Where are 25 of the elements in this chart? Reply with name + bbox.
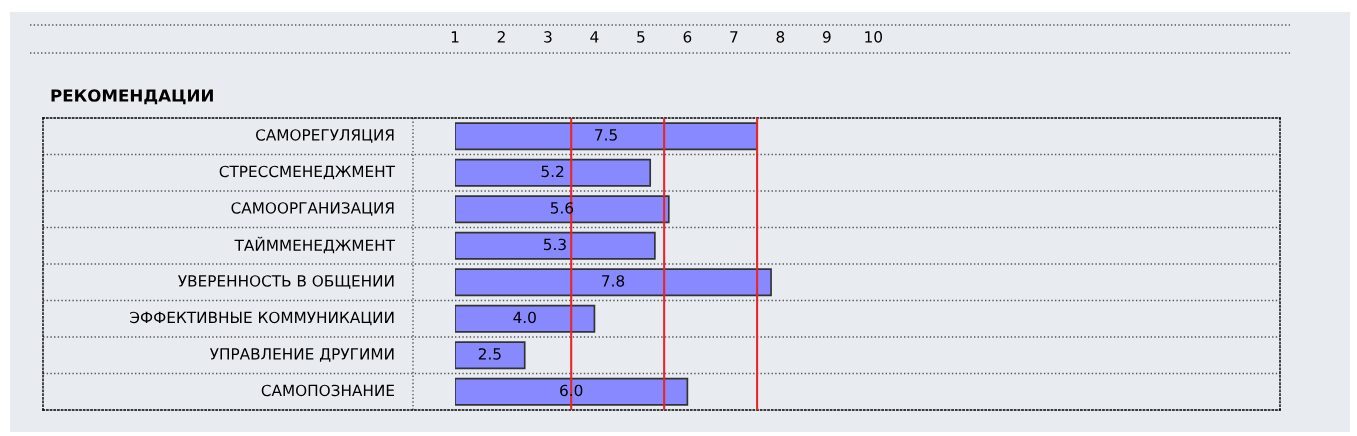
- y-tick-label: УВЕРЕННОСТЬ В ОБЩЕНИИ: [178, 275, 394, 289]
- y-tick-label: ТАЙММЕНЕДЖМЕНТ: [234, 236, 396, 254]
- x-tick-label: 9: [822, 31, 831, 43]
- data-label: 2.5: [478, 348, 501, 360]
- y-tick-label: ЭФФЕКТИВНЫЕ КОММУНИКАЦИИ: [130, 311, 394, 326]
- y-tick-label: САМОПОЗНАНИЕ: [261, 384, 395, 397]
- text: РЕКОМЕНДАЦИИ: [51, 89, 213, 105]
- data-label: 7.5: [595, 129, 617, 141]
- x-tick-label: 5: [637, 31, 645, 43]
- y-tick-label: САМООРГАНИЗАЦИЯ: [231, 202, 394, 216]
- x-tick-label: 2: [497, 31, 505, 43]
- data-label: 5.3: [543, 238, 566, 251]
- y-tick-label: УПРАВЛЕНИЕ ДРУГИМИ: [209, 348, 394, 362]
- x-tick-label: 1: [451, 31, 459, 43]
- x-tick-label: 7: [730, 31, 738, 43]
- x-tick-label: 10: [865, 31, 883, 43]
- y-tick-label: СТРЕССМЕНЕДЖМЕНТ: [219, 165, 396, 180]
- data-label: 4.0: [513, 311, 536, 324]
- x-tick-label: 6: [683, 31, 692, 43]
- x-tick-label: 4: [590, 31, 599, 43]
- data-label: 7.8: [602, 275, 625, 287]
- x-tick-label: 8: [776, 31, 785, 43]
- y-tick-label: САМОРЕГУЛЯЦИЯ: [256, 129, 394, 143]
- data-label: 5.2: [541, 165, 564, 178]
- x-tick-label: 3: [544, 31, 552, 43]
